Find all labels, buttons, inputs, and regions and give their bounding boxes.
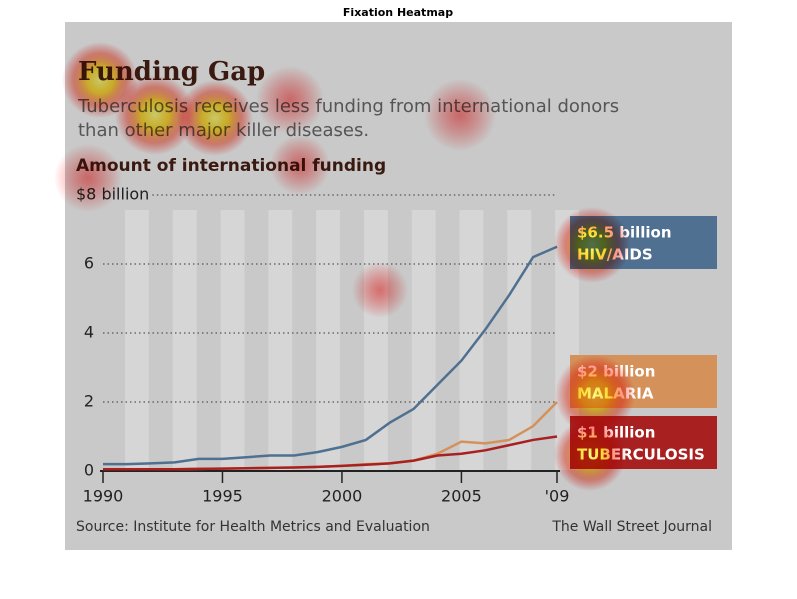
- series-line: [103, 245, 558, 466]
- stripe: [125, 210, 149, 470]
- fixation: [270, 135, 330, 195]
- x-tick-label: 2005: [441, 487, 482, 506]
- fixation: [177, 80, 253, 156]
- stripe: [268, 210, 293, 470]
- fixation: [554, 207, 630, 283]
- x-tick-label: '09: [545, 487, 570, 506]
- y-tick-label: 0: [84, 461, 94, 480]
- stripe: [220, 210, 245, 470]
- x-tick-label: 1995: [202, 487, 243, 506]
- x-tick-label: 2000: [322, 487, 363, 506]
- y-tick-label: 4: [84, 323, 94, 342]
- y-tick-label: 6: [84, 254, 94, 273]
- stripe: [363, 210, 388, 470]
- series-line: [103, 435, 558, 471]
- stripe: [172, 210, 197, 470]
- stripe: [316, 210, 341, 470]
- fixation: [54, 144, 122, 212]
- fixation: [554, 419, 626, 491]
- fixation: [555, 355, 635, 435]
- x-tick-label: 1990: [83, 487, 124, 506]
- figure-title: Fixation Heatmap: [343, 6, 453, 19]
- fixation: [352, 262, 408, 318]
- stripe: [459, 210, 484, 470]
- y-axis-title: Amount of international funding: [76, 156, 386, 176]
- fixation: [256, 66, 324, 134]
- background-stripes: [125, 210, 579, 470]
- fixation-heatmap: [54, 42, 635, 491]
- credit: The Wall Street Journal: [551, 519, 712, 535]
- y-tick-label: 2: [84, 392, 94, 411]
- source: Source: Institute for Health Metrics and…: [76, 519, 430, 535]
- stripe: [507, 210, 532, 470]
- fixation: [115, 75, 195, 155]
- stripe: [411, 210, 436, 470]
- fixation: [424, 79, 496, 151]
